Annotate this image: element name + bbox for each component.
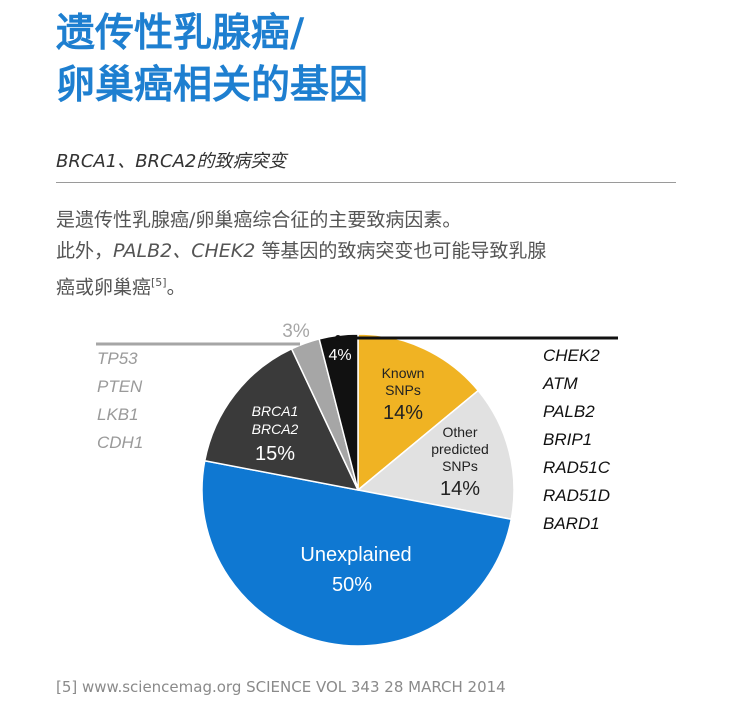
page-title: 遗传性乳腺癌/ 卵巢癌相关的基因 <box>56 8 676 112</box>
description-line-3-end: 。 <box>166 276 186 299</box>
known-snps-label-2: SNPs <box>385 382 421 398</box>
left-gene-label: PTEN <box>97 377 143 396</box>
divider <box>56 182 676 183</box>
right-gene-label: ATM <box>542 374 578 393</box>
title-line-1: 遗传性乳腺癌/ <box>56 11 305 56</box>
left-gene-label: TP53 <box>97 349 138 368</box>
pie-slice-unexplained <box>201 459 513 647</box>
other-snps-label-2: predicted <box>431 441 489 457</box>
pie-slice-other-snps <box>356 389 515 521</box>
brca-label-2: BRCA2 <box>252 421 299 437</box>
pie-slice-brca <box>203 347 360 492</box>
description-line-2: 此外，PALB2、CHEK2 等基因的致病突变也可能导致乳腺 <box>56 236 676 267</box>
pie-slice-known-snps <box>357 333 480 492</box>
description-line-2-prefix: 此外， <box>56 240 114 262</box>
right-gene-label: PALB2 <box>543 402 595 421</box>
right-gene-label: RAD51C <box>543 458 611 477</box>
footer-reference: [5] www.sciencemag.org SCIENCE VOL 343 2… <box>56 678 506 696</box>
unexplained-percent: 50% <box>332 574 372 596</box>
three-percent-label: 3% <box>282 321 310 342</box>
description-line-3-text: 癌或卵巢癌 <box>56 276 152 299</box>
right-gene-label: CHEK2 <box>543 346 600 365</box>
brca-percent: 15% <box>255 443 295 465</box>
known-snps-percent: 14% <box>383 402 423 424</box>
known-snps-label-1: Known <box>382 365 425 381</box>
title-line-2: 卵巢癌相关的基因 <box>56 63 369 108</box>
right-gene-label: RAD51D <box>543 486 610 505</box>
four-percent-label: 4% <box>328 347 351 364</box>
description-line-2-suffix: 等基因的致病突变也可能导致乳腺 <box>255 240 547 262</box>
other-snps-label-1: Other <box>442 424 477 440</box>
left-gene-label: CDH1 <box>97 433 143 452</box>
left-gene-label: LKB1 <box>97 405 139 424</box>
other-snps-label-3: SNPs <box>442 458 478 474</box>
right-gene-label: BRIP1 <box>543 430 592 449</box>
description-line-1: 是遗传性乳腺癌/卵巢癌综合征的主要致病因素。 <box>56 209 462 231</box>
description-line-3: 癌或卵巢癌[5]。 <box>56 267 676 303</box>
subtitle: BRCA1、BRCA2的致病突变 <box>56 151 287 172</box>
right-callout-dot <box>335 335 341 341</box>
description-genes: PALB2、CHEK2 <box>113 240 256 262</box>
other-snps-percent: 14% <box>440 478 480 500</box>
description: 是遗传性乳腺癌/卵巢癌综合征的主要致病因素。 此外，PALB2、CHEK2 等基… <box>56 205 676 303</box>
unexplained-label: Unexplained <box>300 544 411 566</box>
reference-marker: [5] <box>151 276 167 289</box>
right-gene-label: BARD1 <box>543 514 600 533</box>
brca-label-1: BRCA1 <box>252 403 299 419</box>
